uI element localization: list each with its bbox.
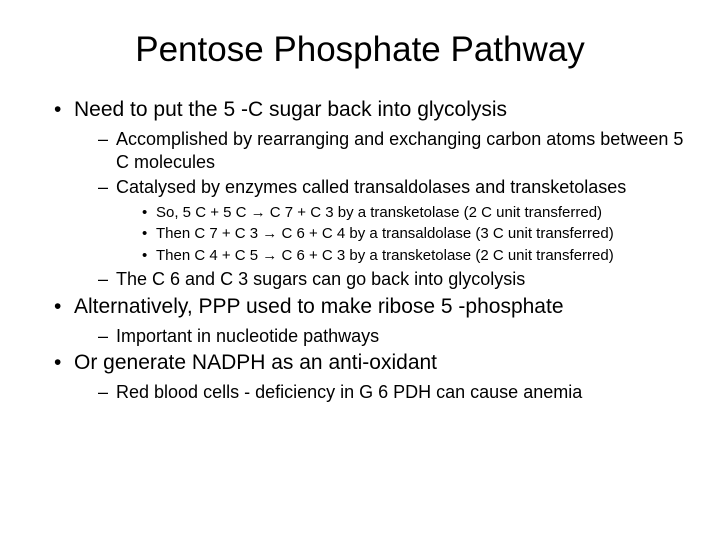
bullet-text: The C 6 and C 3 sugars can go back into … [116, 269, 525, 289]
sub-sub-list: So, 5 C + 5 C → C 7 + C 3 by a transketo… [116, 203, 684, 266]
bullet-level2: Red blood cells - deficiency in G 6 PDH … [98, 381, 684, 404]
sub-list: Red blood cells - deficiency in G 6 PDH … [74, 381, 684, 404]
bullet-text: Then C 4 + C 5 → C 6 + C 3 by a transket… [156, 247, 614, 264]
sub-list: Accomplished by rearranging and exchangi… [74, 128, 684, 291]
bullet-text: Important in nucleotide pathways [116, 326, 379, 346]
bullet-text: Then C 7 + C 3 → C 6 + C 4 by a transald… [156, 225, 614, 242]
bullet-text: So, 5 C + 5 C → C 7 + C 3 by a transketo… [156, 204, 602, 221]
bullet-level3: Then C 4 + C 5 → C 6 + C 3 by a transket… [142, 246, 684, 266]
bullet-text: Alternatively, PPP used to make ribose 5… [74, 295, 564, 318]
slide-title: Pentose Phosphate Pathway [36, 30, 684, 70]
bullet-text: Catalysed by enzymes called transaldolas… [116, 177, 626, 197]
bullet-level2: Catalysed by enzymes called transaldolas… [98, 176, 684, 265]
bullet-level3: So, 5 C + 5 C → C 7 + C 3 by a transketo… [142, 203, 684, 223]
bullet-level2: The C 6 and C 3 sugars can go back into … [98, 268, 684, 291]
bullet-level2: Accomplished by rearranging and exchangi… [98, 128, 684, 173]
bullet-level1: Or generate NADPH as an anti-oxidant Red… [54, 351, 684, 404]
bullet-level2: Important in nucleotide pathways [98, 325, 684, 348]
sub-list: Important in nucleotide pathways [74, 325, 684, 348]
bullet-level3: Then C 7 + C 3 → C 6 + C 4 by a transald… [142, 224, 684, 244]
bullet-level1: Alternatively, PPP used to make ribose 5… [54, 295, 684, 348]
bullet-text: Accomplished by rearranging and exchangi… [116, 129, 683, 172]
bullet-text: Need to put the 5 -C sugar back into gly… [74, 98, 507, 121]
bullet-level1: Need to put the 5 -C sugar back into gly… [54, 98, 684, 291]
bullet-list: Need to put the 5 -C sugar back into gly… [36, 98, 684, 404]
bullet-text: Or generate NADPH as an anti-oxidant [74, 351, 437, 374]
bullet-text: Red blood cells - deficiency in G 6 PDH … [116, 382, 582, 402]
